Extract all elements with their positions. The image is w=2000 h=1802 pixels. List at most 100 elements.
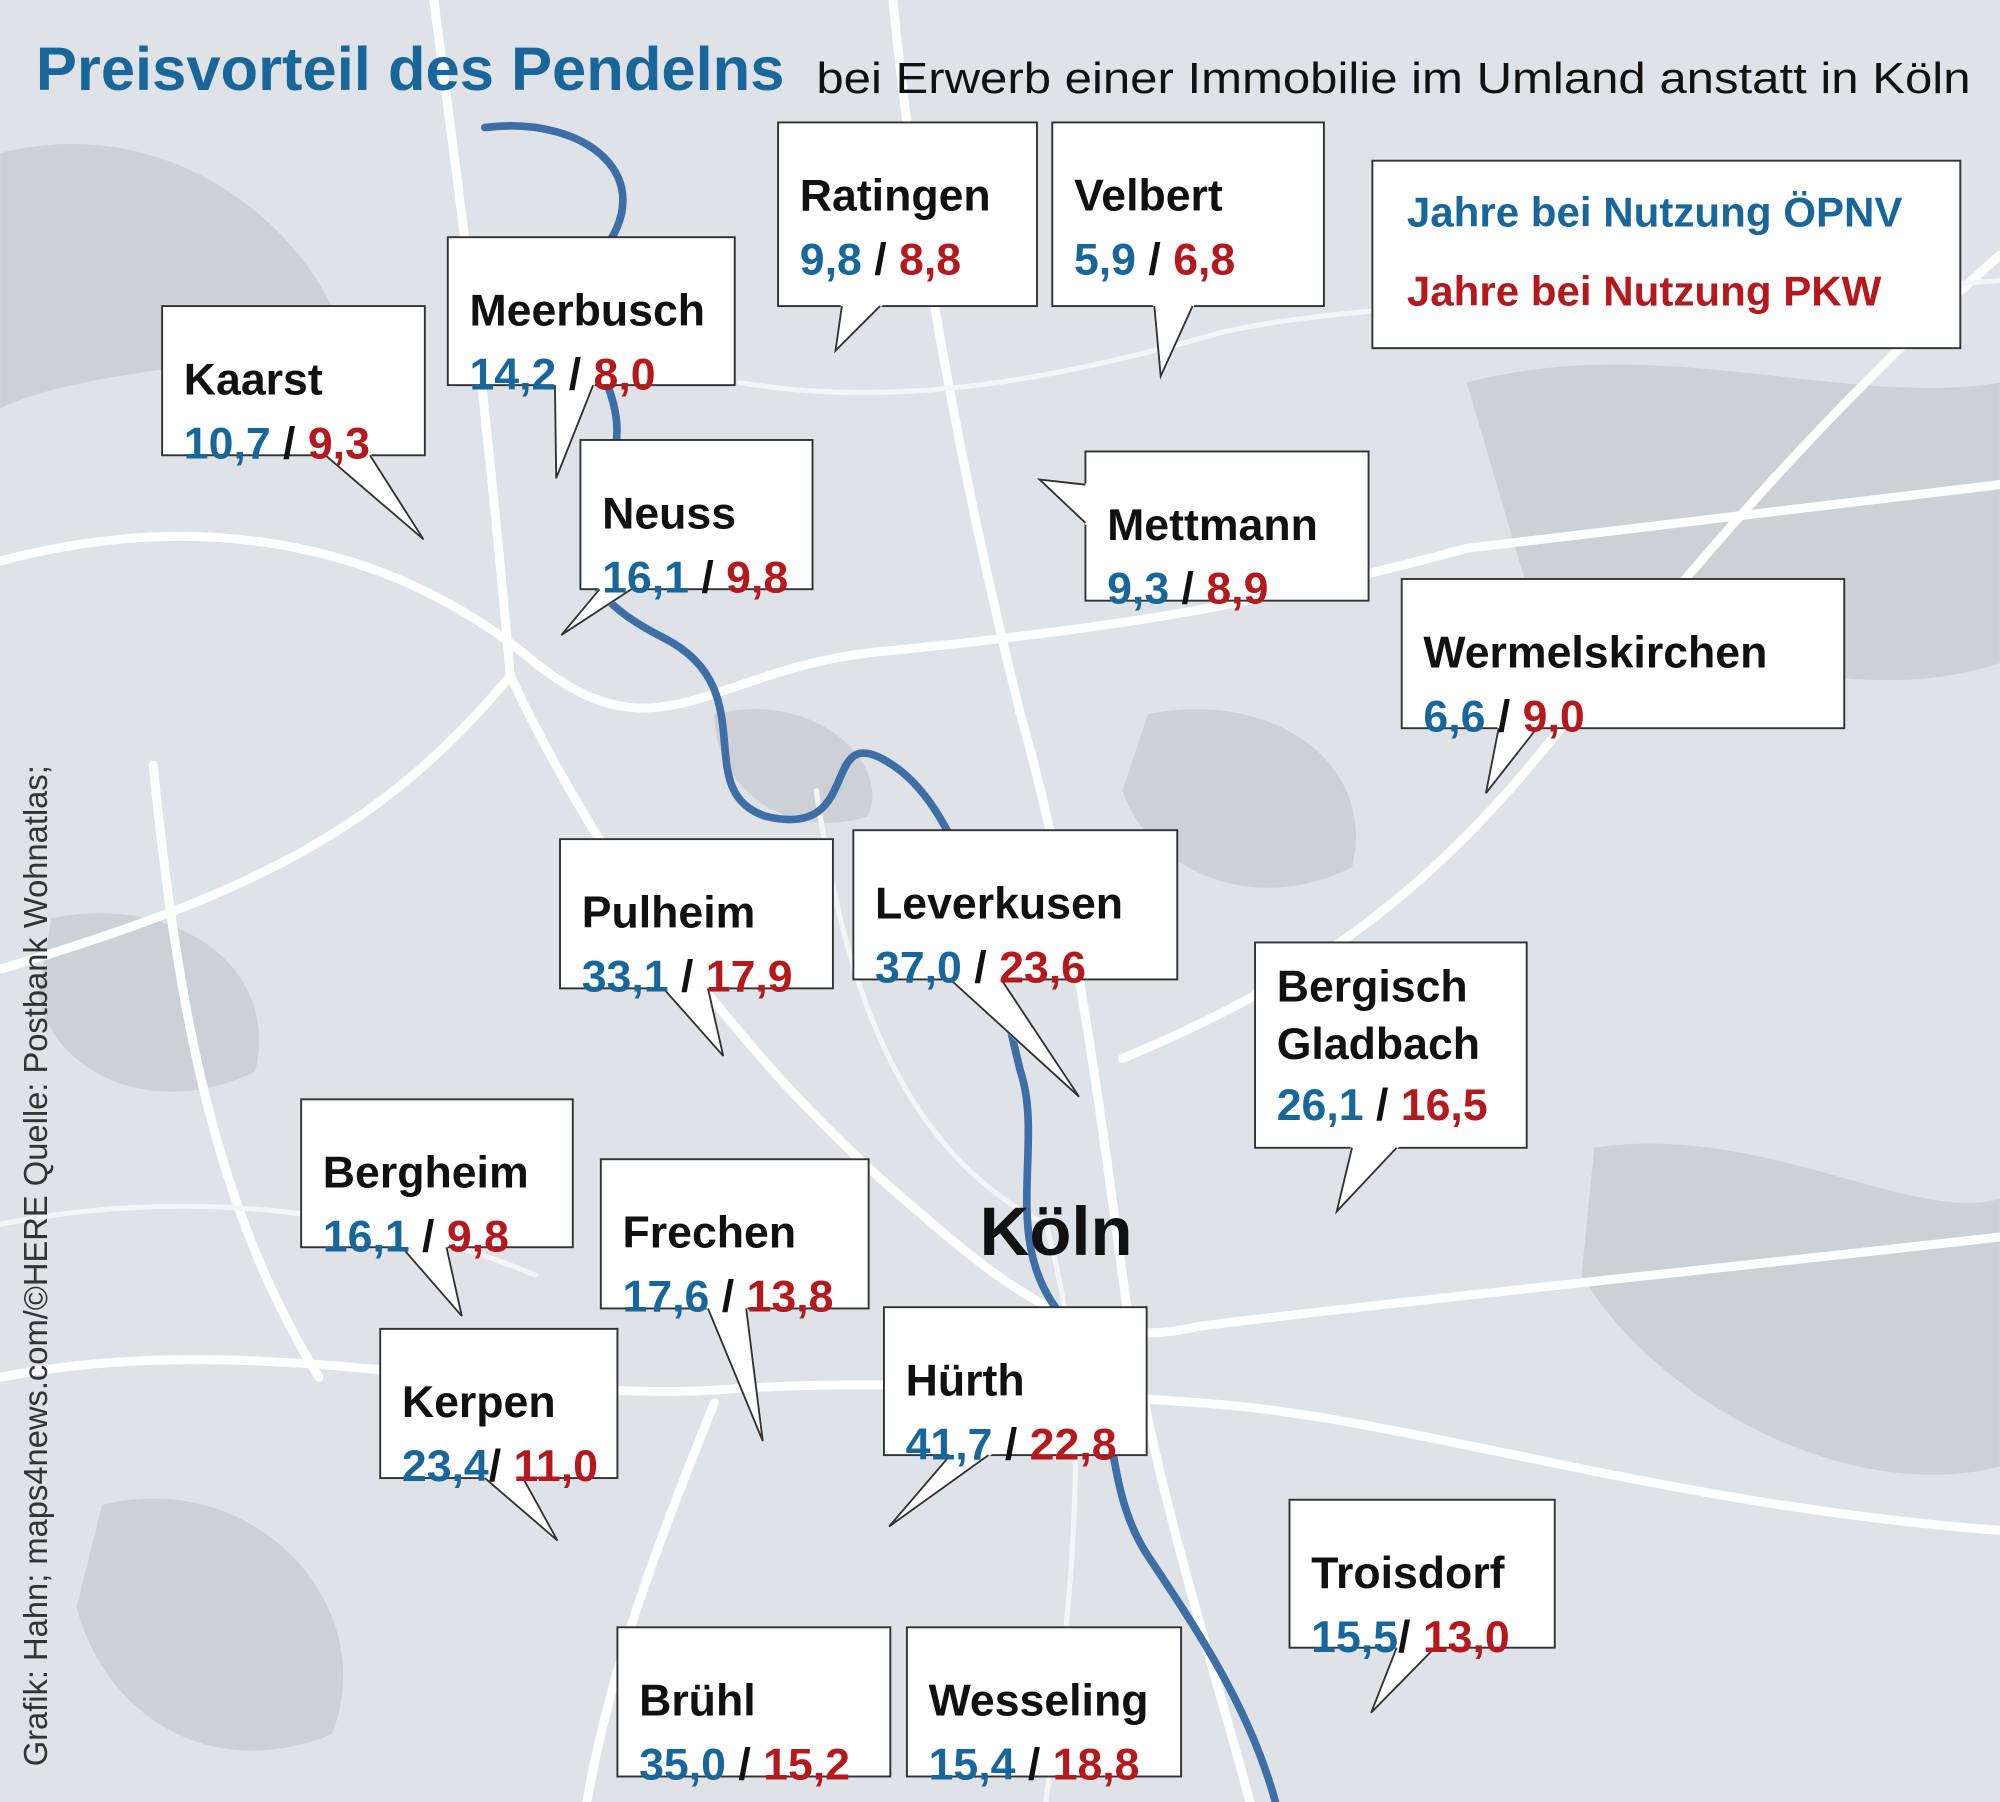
callout-box [379, 1327, 619, 1480]
callout-tail [707, 1308, 764, 1442]
value-pkw: 8,9 [1206, 565, 1268, 614]
city-name: Bergisch [1277, 962, 1468, 1011]
city-values: 9,3 / 8,9 [1107, 565, 1268, 614]
city-values: 10,7 / 9,3 [184, 419, 370, 468]
city-name: Mettmann [1107, 501, 1318, 550]
center-label: Köln [980, 1193, 1133, 1270]
city-callout: Pulheim 33,1 / 17,9 [559, 838, 834, 1057]
value-separator: / [726, 1740, 763, 1789]
callout-box [777, 121, 1038, 308]
value-pkw: 13,0 [1423, 1613, 1510, 1662]
city-name: Frechen [623, 1209, 797, 1258]
callout-tail [1334, 1147, 1398, 1215]
city-name: Leverkusen [875, 880, 1123, 929]
callout-tail [553, 384, 595, 479]
callout-box [852, 829, 1179, 981]
value-opnv: 16,1 [602, 553, 689, 602]
value-opnv: 17,6 [623, 1272, 710, 1321]
value-opnv: 14,2 [469, 350, 556, 399]
callout-box [1254, 941, 1528, 1149]
value-pkw: 18,8 [1053, 1740, 1140, 1789]
city-values: 33,1 / 17,9 [582, 952, 793, 1001]
city-name: Troisdorf [1311, 1549, 1505, 1598]
callout-tail [888, 1454, 990, 1528]
callout-tail [1153, 305, 1194, 380]
labels: Preisvorteil des Pendelns bei Erwerb ein… [18, 35, 1970, 1766]
title: Preisvorteil des Pendelns [36, 35, 785, 103]
city-callout: Brühl 35,0 / 15,2 [616, 1626, 892, 1789]
value-pkw: 16,5 [1401, 1081, 1488, 1130]
value-opnv: 9,3 [1107, 565, 1169, 614]
value-opnv: 41,7 [906, 1420, 993, 1469]
city-callout: Frechen 17,6 / 13,8 [599, 1158, 870, 1442]
value-pkw: 9,0 [1523, 692, 1585, 741]
callout-box [579, 439, 814, 591]
city-callout: Neuss 16,1 / 9,8 [560, 439, 814, 637]
value-separator: / [1398, 1613, 1423, 1662]
city-callout: Velbert 5,9 / 6,8 [1051, 121, 1325, 382]
city-name: Brühl [639, 1677, 756, 1726]
value-opnv: 16,1 [323, 1212, 410, 1261]
callout-box [1288, 1498, 1556, 1649]
value-opnv: 23,4 [402, 1442, 489, 1491]
value-opnv: 9,8 [800, 236, 862, 285]
city-values: 9,8 / 8,8 [800, 236, 961, 285]
callout-tail [324, 454, 425, 541]
city-values: 5,9 / 6,8 [1074, 236, 1235, 285]
city-name: Kaarst [184, 355, 323, 404]
callout-tail [484, 1477, 559, 1542]
city-name: Neuss [602, 489, 736, 538]
callout-tail [834, 305, 881, 354]
callout-tail [949, 978, 1080, 1098]
city-callout: Leverkusen 37,0 / 23,6 [852, 829, 1179, 1098]
value-opnv: 33,1 [582, 952, 669, 1001]
callout-box [1051, 121, 1325, 308]
city-callout: Mettmann 9,3 / 8,9 [1035, 450, 1370, 614]
value-opnv: 5,9 [1074, 236, 1136, 285]
callout-box [446, 236, 736, 387]
city-name: Velbert [1074, 172, 1223, 221]
value-pkw: 9,3 [308, 419, 370, 468]
city-values: 16,1 / 9,8 [323, 1212, 509, 1261]
value-pkw: 6,8 [1173, 236, 1235, 285]
value-separator: / [962, 943, 999, 992]
value-opnv: 15,4 [929, 1740, 1016, 1789]
value-pkw: 23,6 [999, 943, 1086, 992]
callout-tail [1036, 478, 1087, 524]
value-separator: / [862, 236, 899, 285]
city-callout: Wermelskirchen 6,6 / 9,0 [1400, 578, 1846, 795]
value-pkw: 15,2 [763, 1740, 850, 1789]
city-name: Ratingen [800, 172, 991, 221]
city-name: Hürth [906, 1356, 1025, 1405]
value-pkw: 17,9 [706, 952, 793, 1001]
value-separator: / [1364, 1081, 1401, 1130]
value-pkw: 22,8 [1030, 1420, 1117, 1469]
value-separator: / [1015, 1740, 1052, 1789]
value-separator: / [1169, 565, 1206, 614]
callout-box [599, 1158, 870, 1310]
value-separator: / [410, 1212, 447, 1261]
callout-box [1084, 450, 1370, 602]
callout-tail [1484, 727, 1538, 794]
city-values: 14,2 / 8,0 [469, 350, 655, 399]
callout-box [300, 1098, 574, 1249]
callout-tail [1370, 1647, 1436, 1714]
city-values: 16,1 / 9,8 [602, 553, 788, 602]
value-separator: / [1485, 692, 1522, 741]
value-separator: / [271, 419, 308, 468]
city-values: 6,6 / 9,0 [1423, 692, 1584, 741]
value-opnv: 10,7 [184, 419, 271, 468]
value-pkw: 8,0 [594, 350, 656, 399]
city-name: Wesseling [929, 1677, 1149, 1726]
callout-tail [662, 987, 725, 1057]
city-callout: Ratingen 9,8 / 8,8 [777, 121, 1038, 355]
value-separator: / [556, 350, 593, 399]
callout-box [1400, 578, 1846, 730]
value-pkw: 13,8 [747, 1272, 834, 1321]
value-opnv: 15,5 [1311, 1613, 1398, 1662]
city-values: 37,0 / 23,6 [875, 943, 1086, 992]
legend-pkw: Jahre bei Nutzung PKW [1407, 268, 1882, 315]
callout-box [905, 1626, 1183, 1778]
